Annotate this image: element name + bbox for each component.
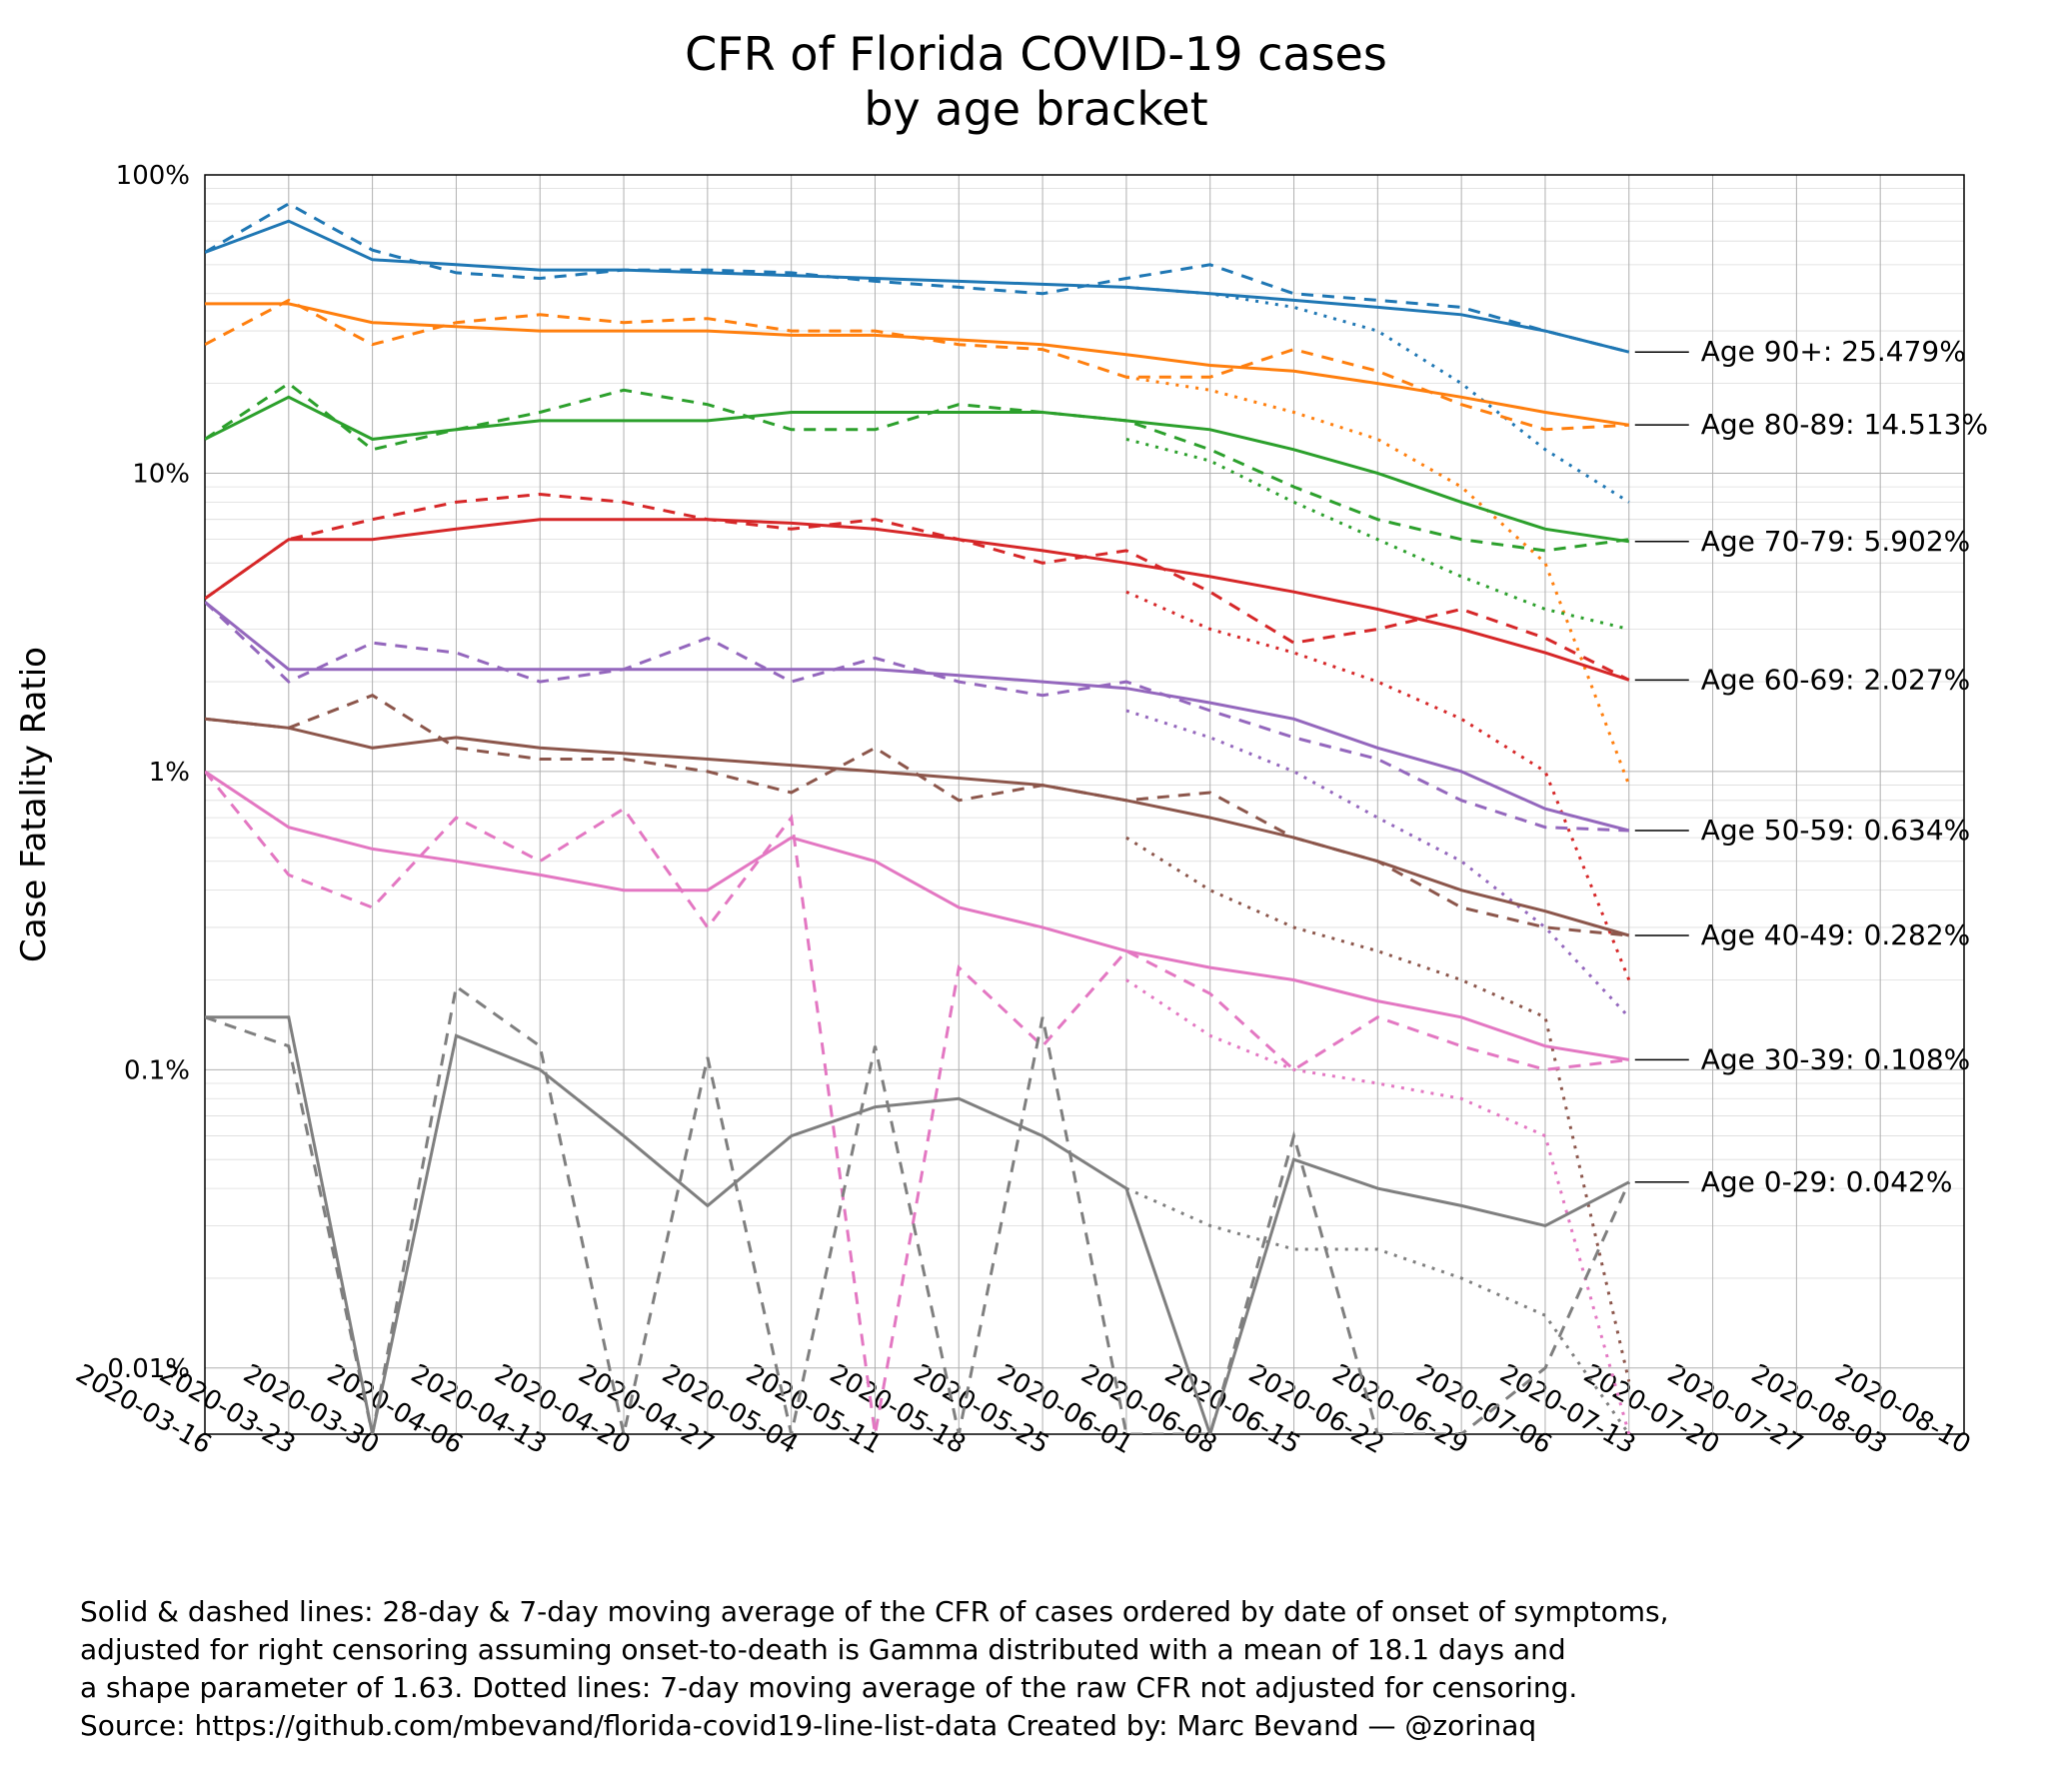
y-tick-label: 1% [149, 758, 190, 788]
caption-line: Solid & dashed lines: 28-day & 7-day mov… [80, 1595, 1669, 1628]
chart-container: CFR of Florida COVID-19 casesby age brac… [0, 0, 2072, 1786]
series-label: Age 90+: 25.479% [1701, 335, 1966, 368]
y-tick-label: 10% [132, 459, 190, 489]
chart-title-line1: CFR of Florida COVID-19 cases [685, 27, 1387, 81]
line-Age 30-39-28d [205, 772, 1629, 1060]
caption-line: Source: https://github.com/mbevand/flori… [80, 1709, 1536, 1742]
line-Age 50-59-7d [205, 602, 1629, 831]
caption: Solid & dashed lines: 28-day & 7-day mov… [80, 1595, 1669, 1742]
series-label: Age 70-79: 5.902% [1701, 525, 1971, 558]
line-Age 70-79-7d [205, 384, 1629, 551]
series-label: Age 50-59: 0.634% [1701, 814, 1971, 847]
chart-title-line2: by age bracket [864, 82, 1207, 136]
series-label: Age 40-49: 0.282% [1701, 918, 1971, 951]
line-Age 80-89-7d [205, 300, 1629, 429]
line-Age 60-69-28d [205, 520, 1629, 681]
line-Age 40-49-28d [205, 719, 1629, 935]
series-label: Age 80-89: 14.513% [1701, 408, 1988, 441]
line-Age 70-79-28d [205, 397, 1629, 542]
line-Age 50-59-28d [205, 602, 1629, 831]
caption-line: adjusted for right censoring assuming on… [80, 1633, 1566, 1666]
chart-title: CFR of Florida COVID-19 casesby age brac… [685, 27, 1387, 136]
series-labels: Age 90+: 25.479% Age 80-89: 14.513% Age 70… [1635, 335, 1988, 1198]
y-tick-label: 100% [116, 161, 190, 191]
caption-line: a shape parameter of 1.63. Dotted lines:… [80, 1671, 1577, 1704]
y-tick-label: 0.1% [124, 1055, 190, 1085]
series-label: Age 30-39: 0.108% [1701, 1042, 1971, 1075]
series-lines [205, 204, 1629, 1434]
series-label: Age 60-69: 2.027% [1701, 663, 1971, 696]
line-Age 40-49-7d [205, 696, 1629, 935]
line-Age 60-69-7d [205, 495, 1629, 681]
line-Age 80-89-28d [205, 304, 1629, 425]
series-label: Age 0-29: 0.042% [1701, 1165, 1953, 1198]
line-Age 90+-7d [205, 204, 1629, 352]
y-axis-label: Case Fatality Ratio [14, 647, 54, 962]
